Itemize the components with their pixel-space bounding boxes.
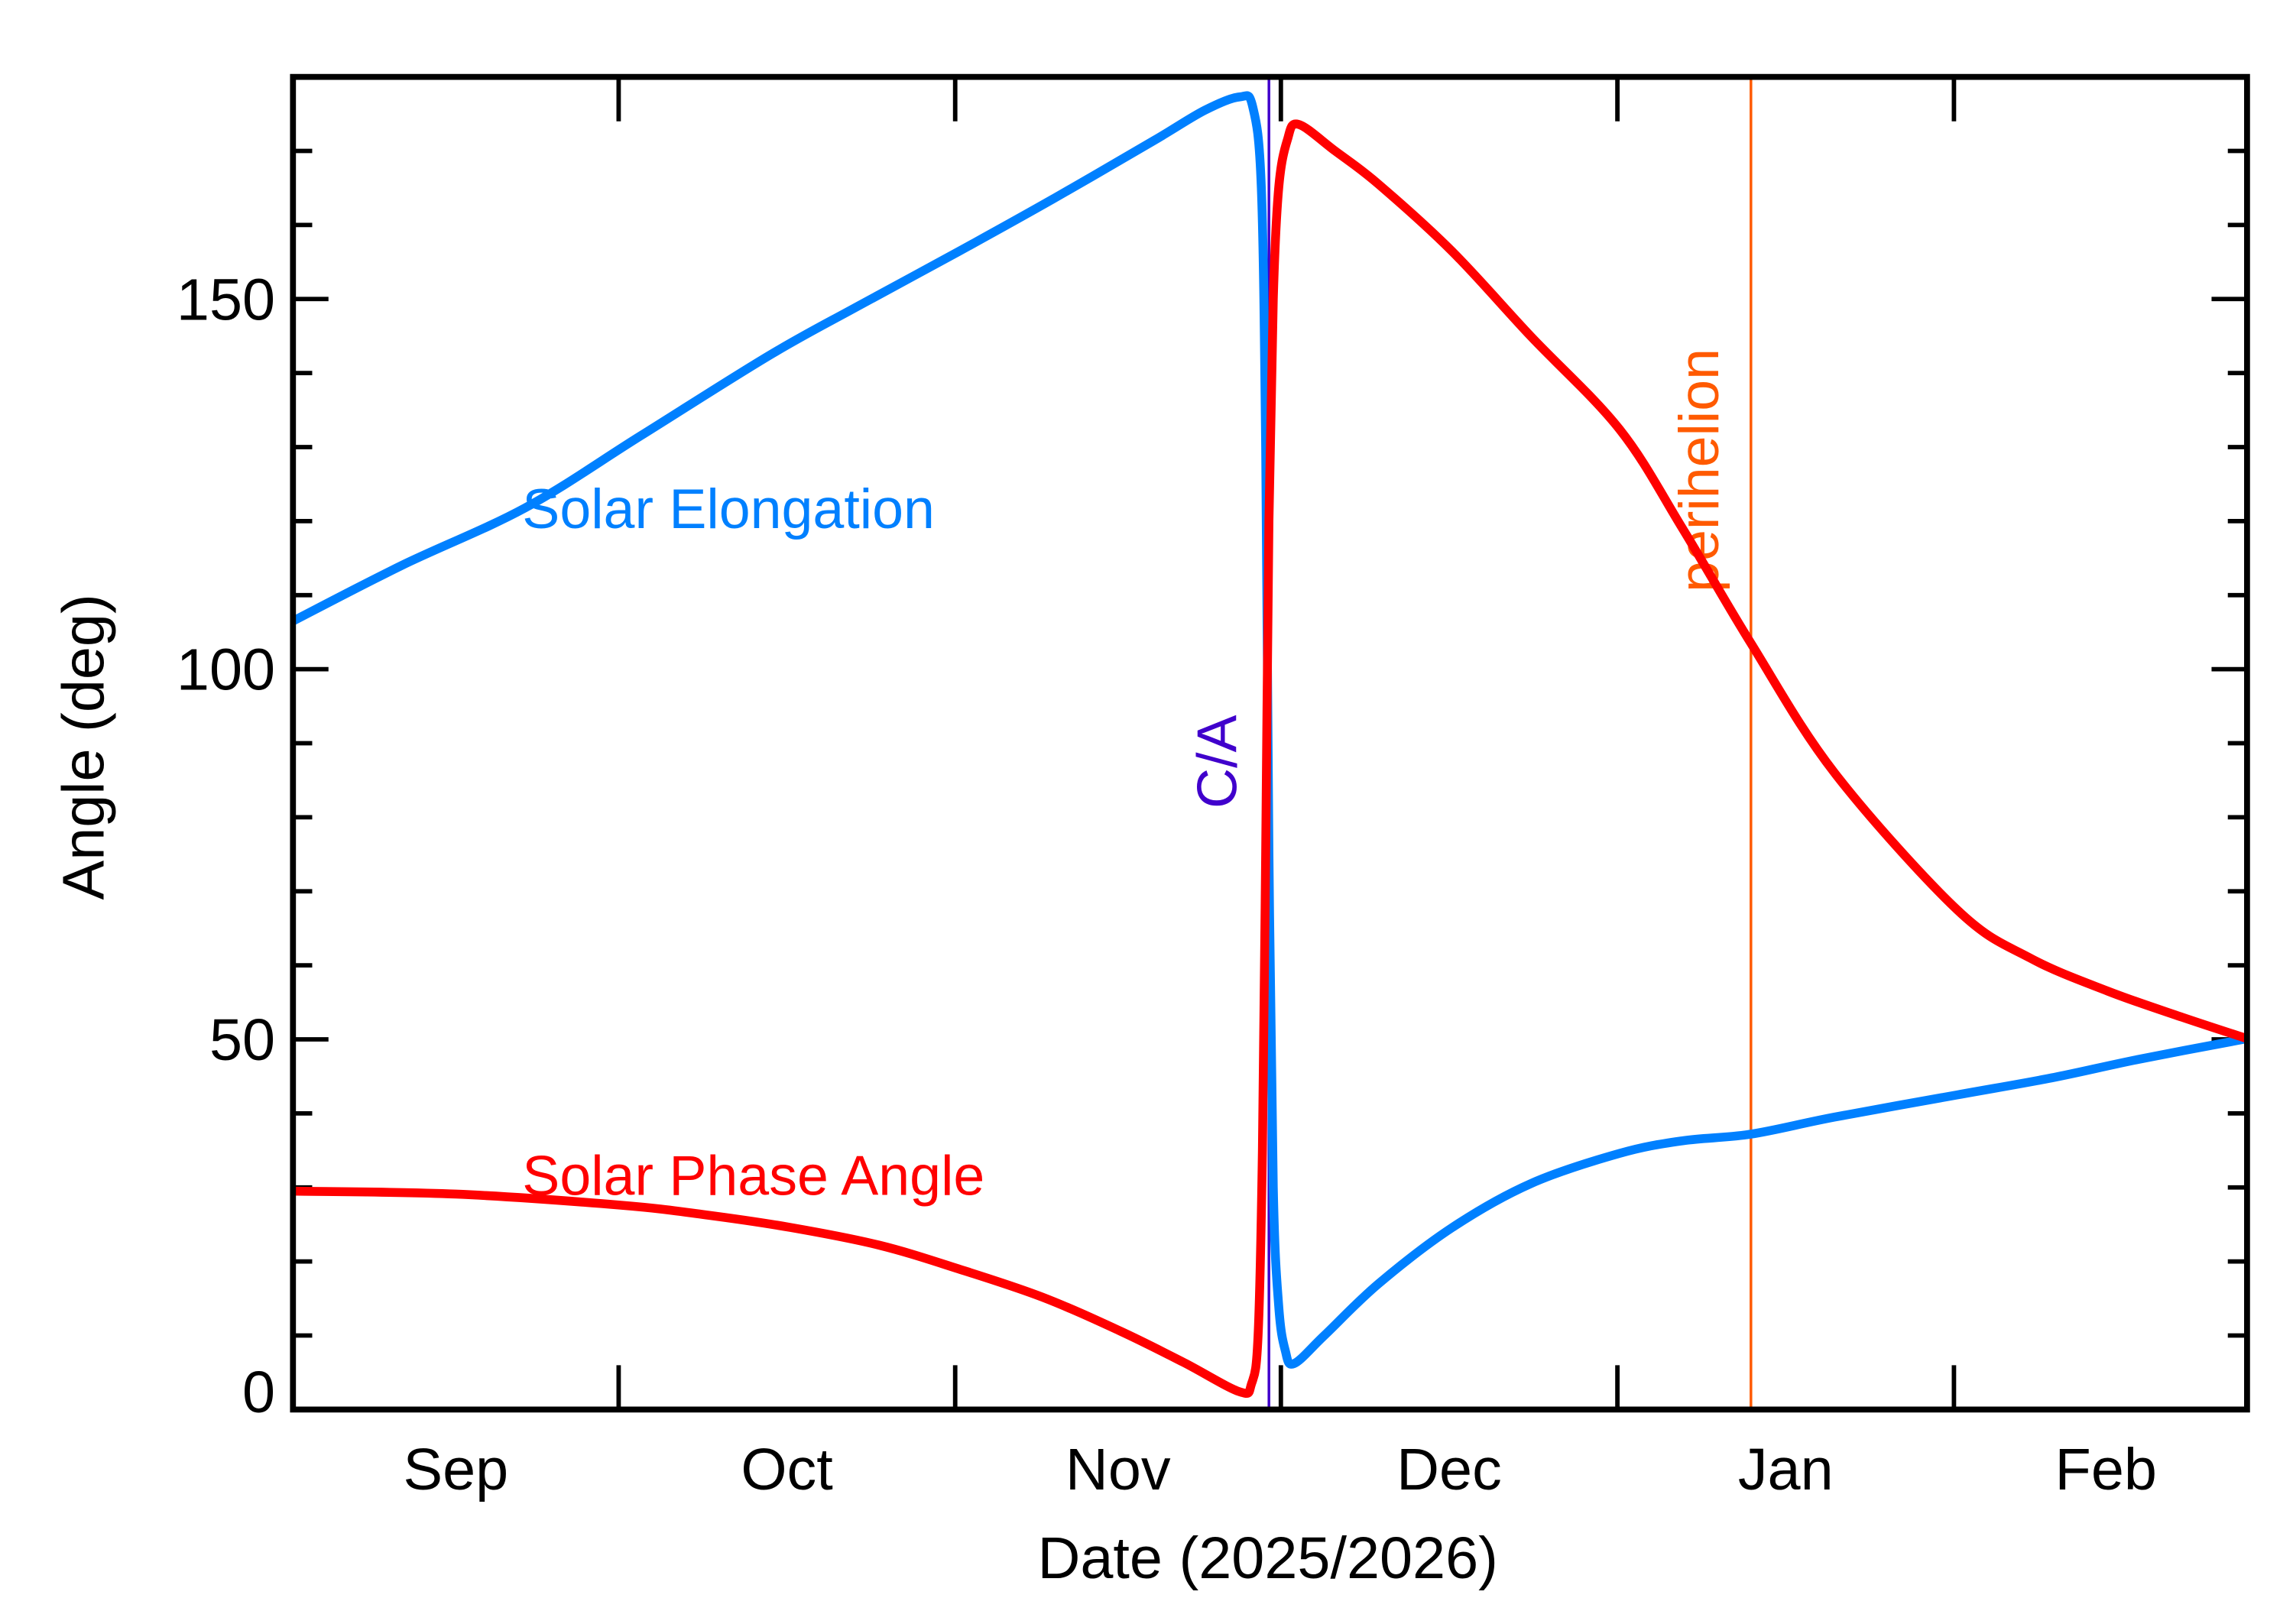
y-tick-label: 0 — [242, 1360, 275, 1425]
series-label-solar-elongation: Solar Elongation — [522, 477, 935, 540]
x-tick-label-jan: Jan — [1738, 1437, 1834, 1502]
axis-ticks — [293, 76, 2247, 1410]
x-tick-label-nov: Nov — [1065, 1437, 1171, 1502]
y-tick-label: 50 — [209, 1007, 275, 1073]
series-line-solar-phase-angle — [293, 119, 2249, 1398]
x-axis-label: Date (2025/2026) — [1037, 1525, 1497, 1591]
tick-labels: 0 50 100 150 Sep Oct Nov Dec Jan Feb Solar Elongat… — [177, 267, 2157, 1502]
plot-frame — [290, 73, 2250, 1413]
x-tick-label-oct: Oct — [741, 1437, 832, 1502]
y-axis-label: Angle (deg) — [51, 594, 117, 900]
x-tick-label-sep: Sep — [403, 1437, 508, 1502]
vline-label: C/A — [1185, 715, 1249, 809]
x-tick-label-dec: Dec — [1396, 1437, 1502, 1502]
y-tick-label: 100 — [177, 637, 275, 703]
series-lines — [290, 91, 2249, 1398]
x-tick-label-feb: Feb — [2055, 1437, 2157, 1502]
series-label-solar-phase-angle: Solar Phase Angle — [522, 1144, 984, 1207]
y-tick-label: 150 — [177, 267, 275, 332]
